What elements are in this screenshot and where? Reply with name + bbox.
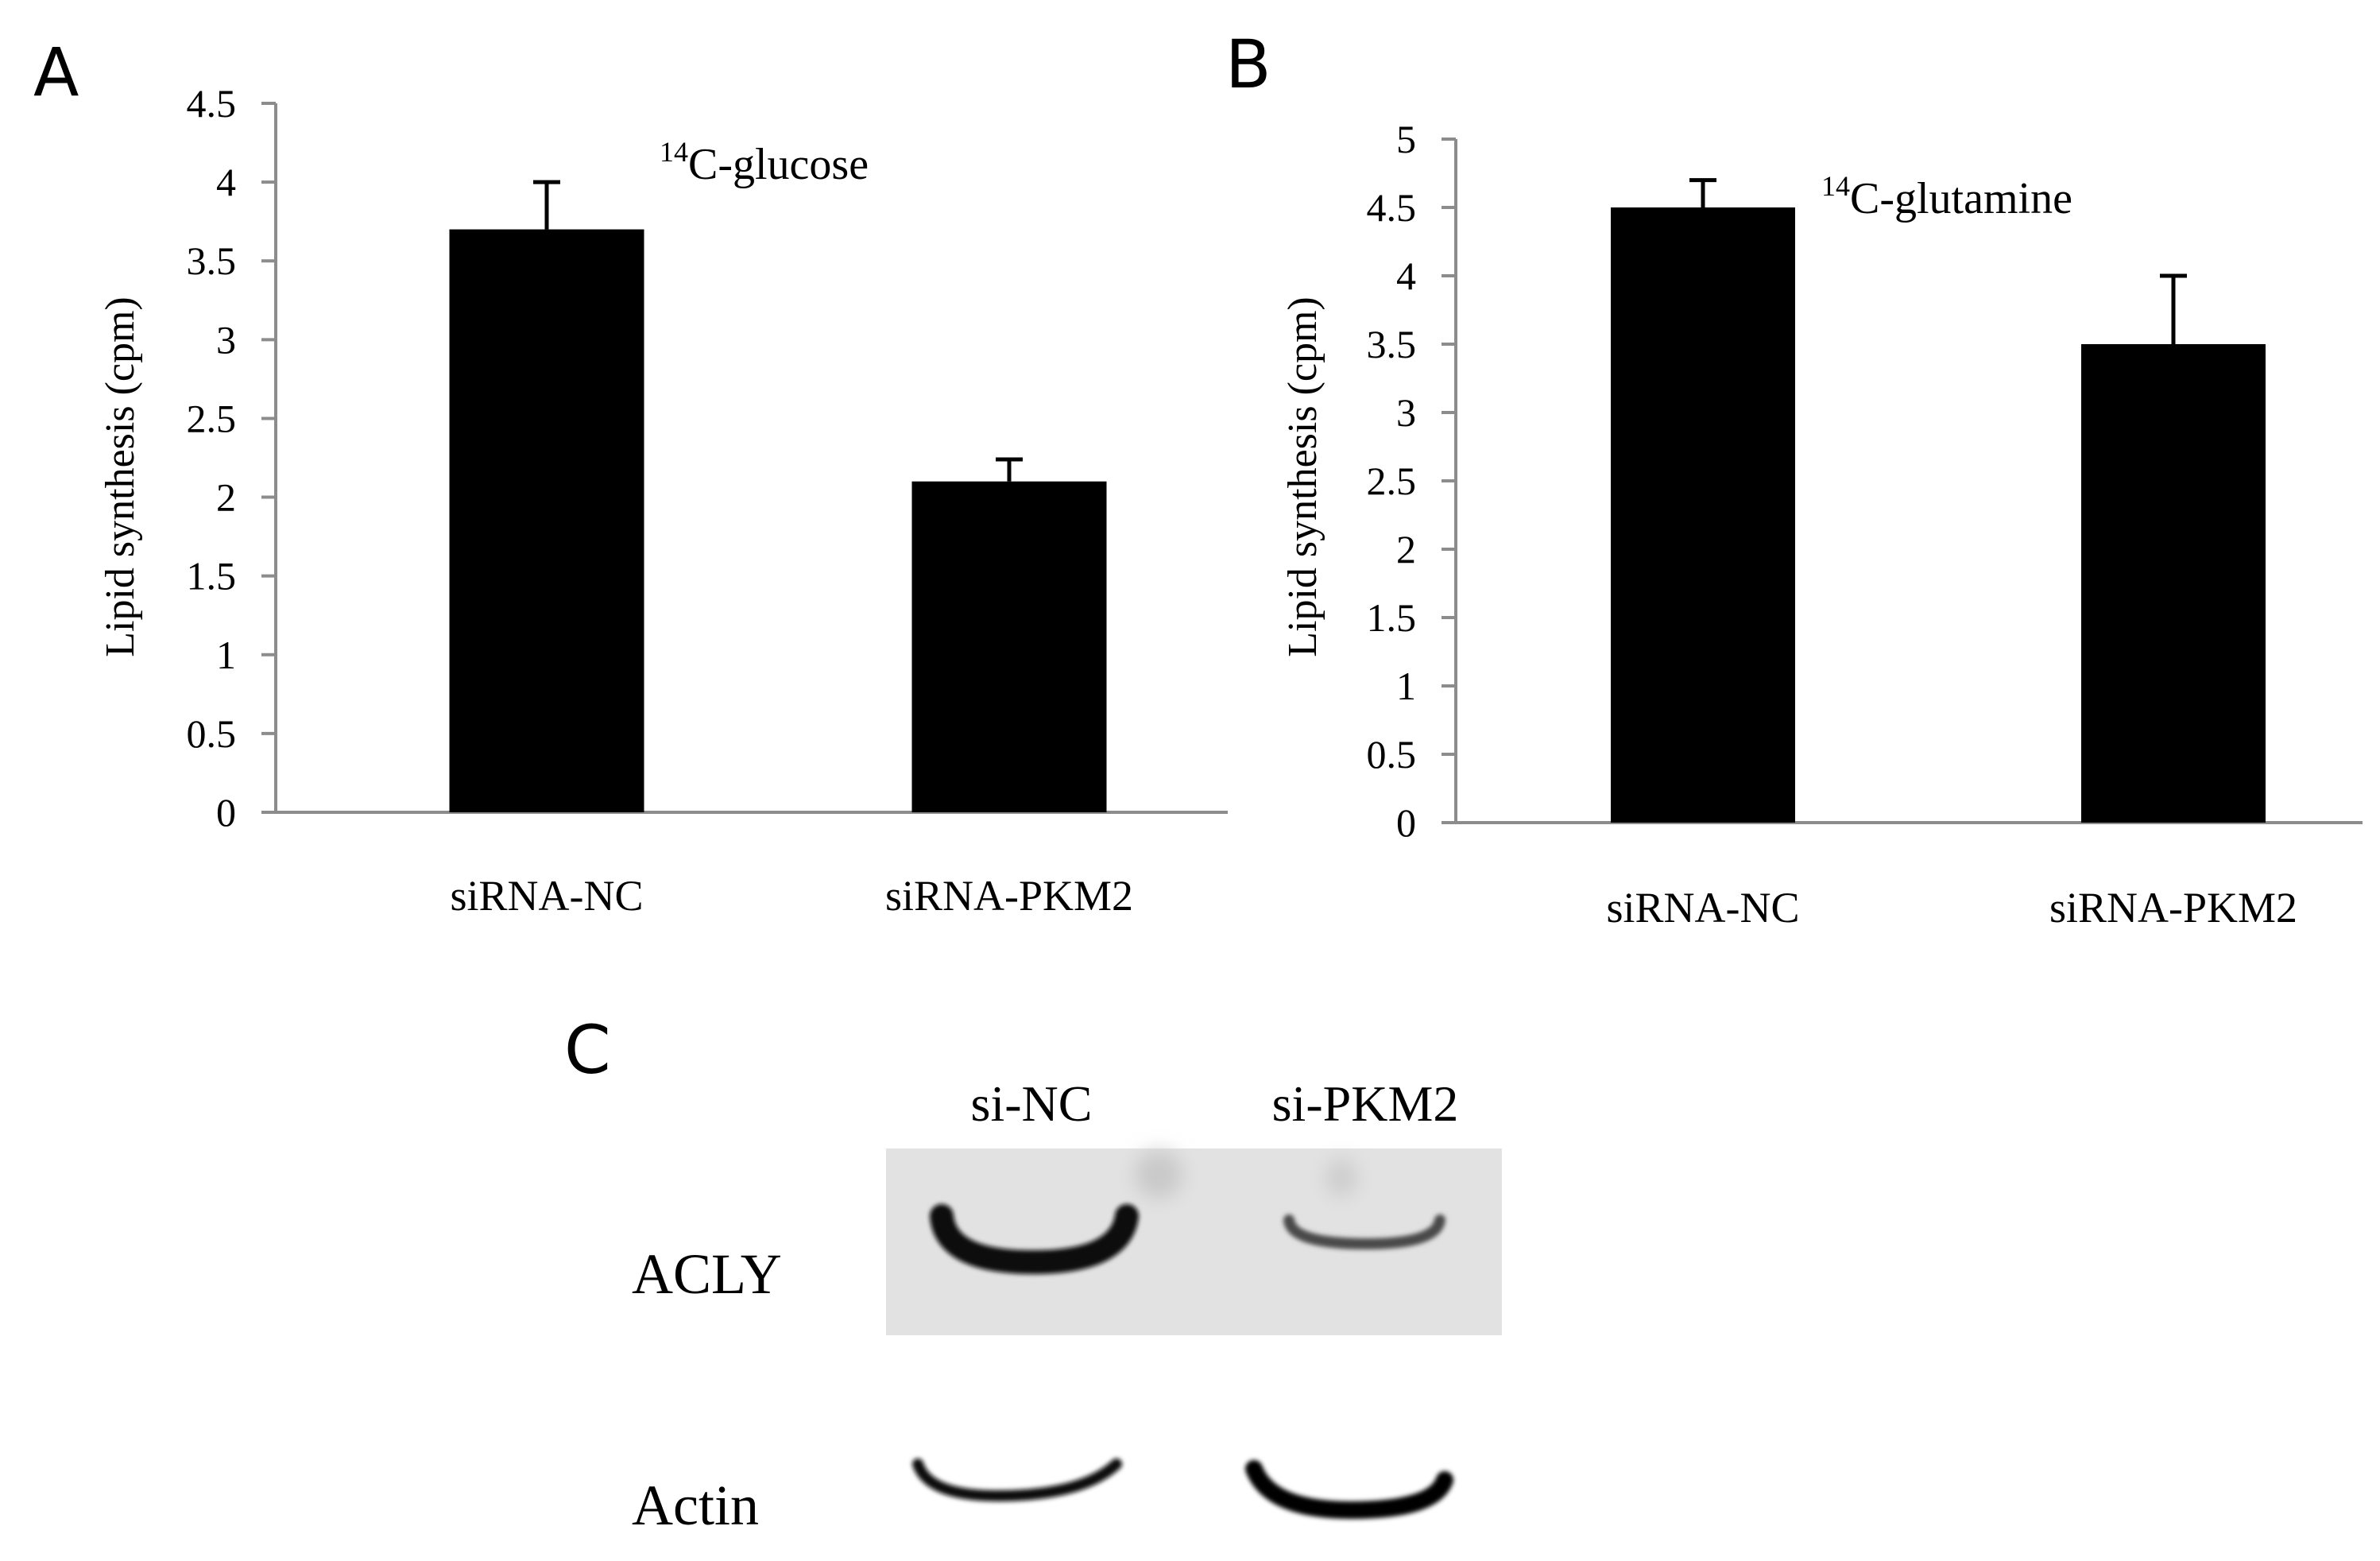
y-tick-label: 2 <box>1396 527 1416 571</box>
chart-a-categories: siRNA-NC siRNA-PKM2 <box>450 872 1133 920</box>
y-tick-label: 3 <box>216 317 236 362</box>
blot-protein-label-acly: ACLY <box>632 1242 782 1306</box>
chart-b: 0 0.5 1 1.5 2 2.5 3 3.5 4 4.5 5 siRNA-NC siRNA-PKM2… <box>1280 117 2363 932</box>
blot-artifact-spot <box>1135 1151 1182 1199</box>
category-label: siRNA-NC <box>450 872 643 920</box>
y-tick-label: 1.5 <box>1367 595 1417 640</box>
y-tick-label: 0.5 <box>187 711 237 756</box>
y-tick-label: 4 <box>1396 254 1416 298</box>
panel-label-a: A <box>33 33 79 111</box>
panel-label-b: B <box>1225 25 1271 103</box>
y-tick-label: 4.5 <box>187 81 237 126</box>
chart-b-bars <box>1611 207 2266 823</box>
blot-artifact-spot <box>1325 1159 1357 1197</box>
chart-b-error-bars <box>1689 178 2187 344</box>
bar <box>2081 344 2266 823</box>
chart-a-error-bars <box>533 180 1023 482</box>
y-tick-label: 1 <box>1396 664 1416 708</box>
bar <box>911 481 1107 812</box>
y-tick-label: 3.5 <box>1367 322 1417 366</box>
chart-a-bars <box>449 229 1107 813</box>
chart-b-y-ticks: 0 0.5 1 1.5 2 2.5 3 3.5 4 4.5 5 <box>1367 117 1456 845</box>
chart-a: 00.511.522.533.544.5 siRNA-NC siRNA-PKM2 … <box>98 81 1228 920</box>
category-label: siRNA-PKM2 <box>885 872 1133 920</box>
blot-band-acly-si-nc <box>930 1204 1139 1275</box>
y-tick-label: 0 <box>216 790 236 835</box>
blot-band-acly-si-pkm2 <box>1283 1214 1445 1250</box>
chart-a-y-ticks: 0 0.5 1 1.5 2 2.5 3 3.5 4 4.5 <box>187 81 276 835</box>
bar <box>1611 207 1795 823</box>
bar <box>449 229 644 813</box>
blot-protein-label-actin: Actin <box>632 1474 759 1537</box>
panel-label-c: C <box>564 1011 611 1089</box>
y-tick-label: 2 <box>216 475 236 520</box>
chart-b-annotation: 14C-glutamine <box>1821 170 2072 223</box>
y-tick-label: 3 <box>1396 390 1416 435</box>
chart-b-y-axis-label: Lipid synthesis (cpm) <box>1280 296 1325 657</box>
y-tick-label: 4 <box>216 160 236 204</box>
chart-a-y-axis-label: Lipid synthesis (cpm) <box>98 296 143 657</box>
western-blot: si-NC si-PKM2 ACLY Actin <box>632 1075 1502 1537</box>
chart-b-categories: siRNA-NC siRNA-PKM2 <box>1606 884 2297 932</box>
y-tick-label: 2.5 <box>187 396 237 440</box>
y-tick-label: 0.5 <box>1367 732 1417 777</box>
category-label: siRNA-PKM2 <box>2049 884 2297 932</box>
y-tick-label: 0 <box>1396 800 1416 845</box>
y-tick-label: 5 <box>1396 117 1416 161</box>
blot-lane-label-1: si-NC <box>971 1075 1093 1132</box>
chart-a-annotation: 14C-glucose <box>660 136 869 189</box>
blot-band-actin-si-pkm2 <box>1245 1460 1453 1520</box>
y-tick-label: 1.5 <box>187 554 237 598</box>
y-tick-label: 3.5 <box>187 238 237 283</box>
category-label: siRNA-NC <box>1606 884 1799 932</box>
y-tick-label: 4.5 <box>1367 185 1417 230</box>
blot-lane-label-2: si-PKM2 <box>1272 1075 1459 1132</box>
y-tick-label: 2.5 <box>1367 459 1417 503</box>
y-tick-label: 1 <box>216 633 236 677</box>
blot-band-actin-si-nc <box>912 1458 1122 1502</box>
